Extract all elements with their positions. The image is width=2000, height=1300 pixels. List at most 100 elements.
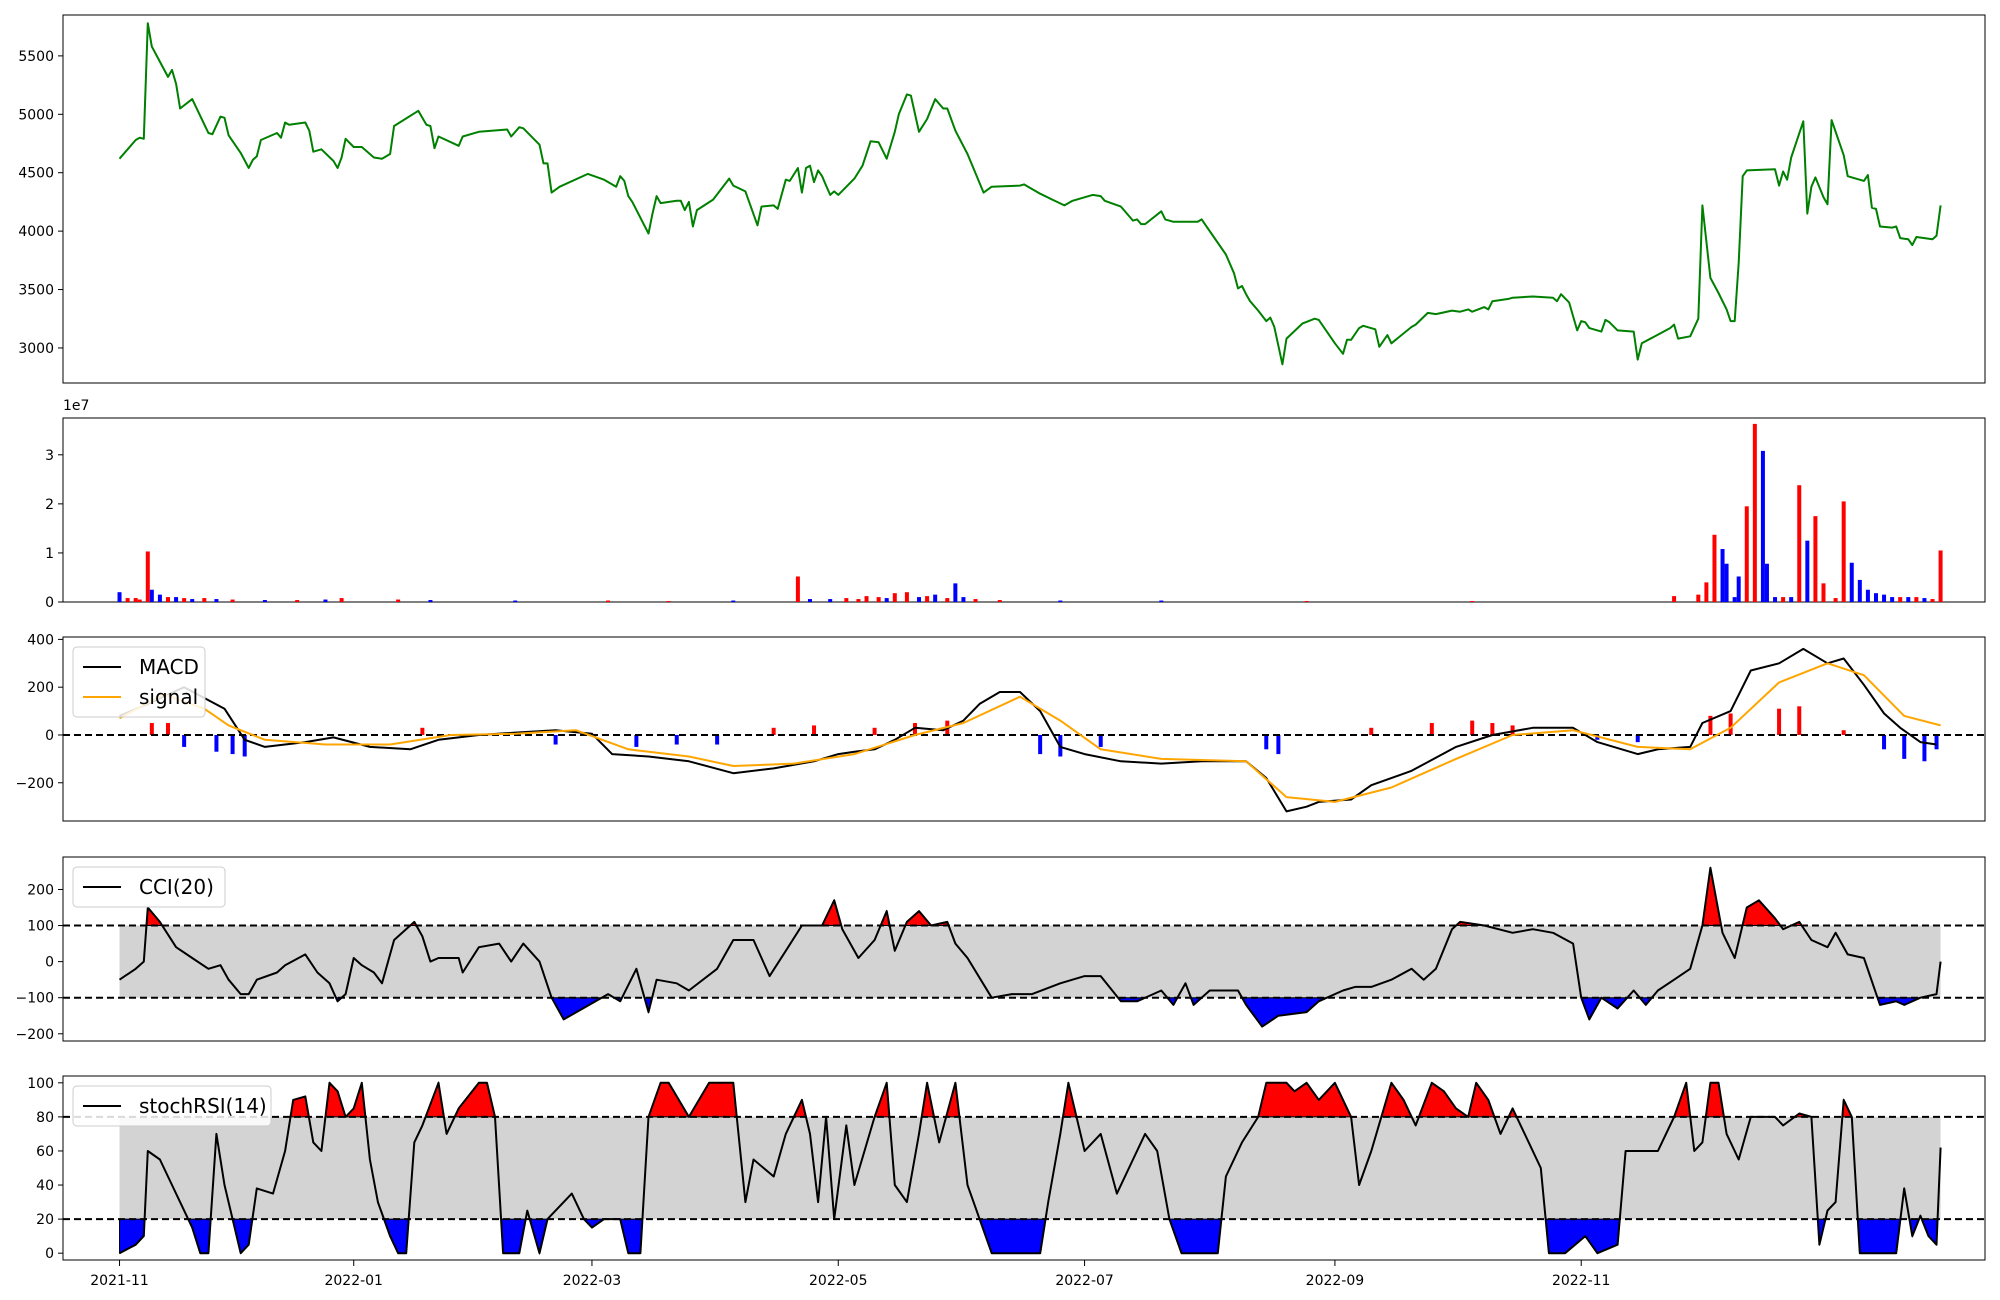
x-tick-label: 2022-11	[1552, 1273, 1611, 1289]
volume-bar	[262, 600, 267, 602]
stochrsi-ytick-label: 60	[36, 1144, 54, 1160]
volume-bar	[190, 599, 195, 602]
macd-series-signal	[119, 662, 1941, 803]
volume-bar	[953, 583, 958, 602]
macd-histogram-bar	[230, 734, 235, 755]
macd-histogram-bar	[872, 727, 877, 735]
volume-bar	[323, 599, 328, 602]
macd-histogram-bar	[1470, 720, 1475, 735]
macd-histogram-bar	[1490, 723, 1495, 735]
macd-histogram-bar	[1635, 734, 1640, 743]
macd-histogram-bar	[1264, 734, 1269, 750]
price-ytick-label: 4500	[18, 166, 54, 182]
volume-bar	[1304, 601, 1309, 602]
volume-ytick-label: 0	[45, 595, 54, 611]
volume-bar	[997, 600, 1002, 602]
volume-bar	[165, 597, 170, 602]
volume-bar	[295, 600, 300, 602]
volume-bar	[1736, 576, 1741, 602]
volume-bar	[202, 598, 207, 602]
macd-histogram-bar	[1934, 734, 1939, 750]
macd-histogram-bar	[1510, 725, 1515, 735]
volume-bar	[1938, 550, 1943, 602]
macd-histogram-bar	[182, 734, 187, 747]
volume-bar	[1744, 506, 1749, 602]
volume-bar	[884, 598, 889, 602]
macd-histogram-bar	[715, 734, 720, 745]
volume-bar	[1890, 597, 1895, 602]
volume-bar	[1914, 597, 1919, 602]
volume-offset-label: 1e7	[63, 398, 89, 414]
volume-bar	[1781, 597, 1786, 602]
volume-bar	[933, 594, 938, 602]
cci-neutral-band	[119, 925, 1941, 998]
volume-bar	[1821, 583, 1826, 602]
macd-histogram-bar	[674, 734, 679, 745]
volume-bar	[1672, 596, 1677, 602]
volume-panel-frame	[62, 417, 1986, 603]
volume-bar	[1712, 534, 1717, 602]
stochrsi-oversold-fill	[119, 1218, 1939, 1256]
volume-bar	[214, 599, 219, 602]
macd-histogram-bar	[1276, 734, 1281, 755]
cci-line	[118, 866, 1942, 1028]
macd-histogram-bar	[1038, 734, 1043, 755]
stochrsi-legend-label: stochRSI(14)	[139, 1094, 267, 1118]
volume-bar	[1857, 579, 1862, 602]
volume-bar	[917, 597, 922, 602]
macd-histogram-bar	[553, 734, 558, 745]
stochrsi-ytick-label: 20	[36, 1212, 54, 1228]
macd-histogram-bar	[1882, 734, 1887, 750]
macd-histogram-bar	[149, 723, 154, 735]
macd-ytick-label: 200	[27, 680, 54, 696]
volume-bar	[339, 598, 344, 602]
macd-ytick-label: 0	[45, 728, 54, 744]
macd-histogram-bar	[1369, 727, 1374, 735]
cci-ytick-label: −200	[16, 1027, 54, 1043]
macd-histogram-bar	[214, 734, 219, 752]
macd-histogram-bar	[242, 734, 247, 757]
volume-bar	[513, 600, 518, 602]
volume-bar	[145, 551, 150, 602]
macd-histogram-bar	[1728, 713, 1733, 735]
volume-bar	[925, 596, 930, 602]
volume-bar	[1865, 589, 1870, 602]
price-panel-frame	[62, 14, 1986, 384]
volume-bar	[174, 597, 179, 602]
volume-bar	[856, 599, 861, 602]
cci-panel-frame	[62, 856, 1986, 1042]
macd-series-macd	[119, 647, 1937, 813]
volume-bar	[1906, 597, 1911, 602]
volume-bar	[876, 597, 881, 602]
volume-bar	[807, 599, 812, 602]
volume-bar	[1833, 598, 1838, 602]
macd-histogram-bar	[420, 727, 425, 735]
volume-ytick-label: 3	[45, 448, 54, 464]
cci-ytick-label: 0	[45, 955, 54, 971]
volume-bar	[731, 600, 736, 602]
macd-legend-label: signal	[139, 685, 198, 709]
volume-bar	[1724, 563, 1729, 602]
cci-ytick-label: 100	[27, 919, 54, 935]
volume-bar	[1058, 600, 1063, 602]
price-ytick-label: 3500	[18, 283, 54, 299]
volume-bar	[1930, 599, 1935, 602]
volume-bar	[1882, 594, 1887, 602]
volume-bar	[125, 598, 130, 602]
cci-legend-label: CCI(20)	[139, 875, 214, 899]
volume-bar	[137, 599, 142, 602]
stochrsi-ytick-label: 80	[36, 1110, 54, 1126]
volume-bar	[1773, 597, 1778, 602]
volume-bar	[892, 593, 897, 602]
volume-bar	[1696, 594, 1701, 602]
stochrsi-panel-frame	[62, 1075, 1986, 1261]
volume-bar	[606, 600, 611, 602]
cci-overbought-fill	[145, 867, 1803, 926]
volume-bar	[1813, 516, 1818, 602]
volume-bar	[1849, 562, 1854, 602]
macd-histogram-bar	[812, 725, 817, 735]
stochrsi-legend	[72, 1085, 272, 1127]
macd-histogram-bar	[165, 723, 170, 735]
volume-bar	[1873, 593, 1878, 602]
